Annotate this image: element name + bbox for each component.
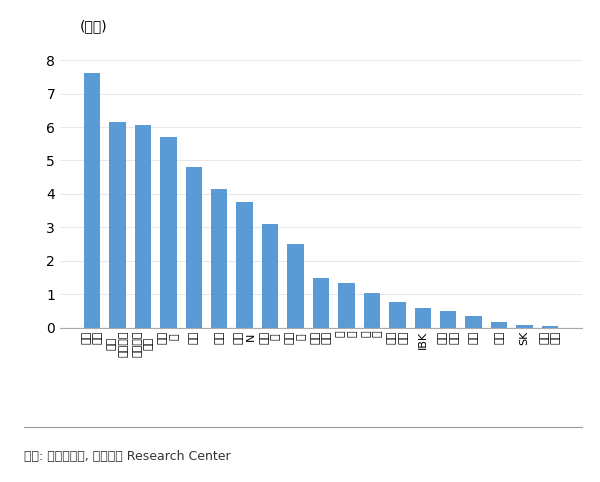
Bar bbox=[389, 302, 406, 328]
Bar bbox=[211, 189, 227, 328]
Bar bbox=[287, 244, 304, 328]
Bar bbox=[364, 293, 380, 328]
Bar bbox=[415, 308, 431, 328]
Bar bbox=[491, 322, 508, 328]
Bar bbox=[84, 73, 100, 328]
Bar bbox=[109, 122, 126, 328]
Bar bbox=[134, 125, 151, 328]
Bar bbox=[236, 202, 253, 328]
Bar bbox=[440, 311, 457, 328]
Bar bbox=[160, 137, 176, 328]
Text: 자료: 예탁결제원, 대신증권 Research Center: 자료: 예탁결제원, 대신증권 Research Center bbox=[24, 450, 230, 463]
Bar bbox=[262, 224, 278, 328]
Bar bbox=[542, 326, 558, 328]
Bar bbox=[185, 167, 202, 328]
Bar bbox=[466, 316, 482, 328]
Bar bbox=[338, 282, 355, 328]
Text: (조원): (조원) bbox=[79, 19, 107, 33]
Bar bbox=[313, 278, 329, 328]
Bar bbox=[516, 325, 533, 328]
